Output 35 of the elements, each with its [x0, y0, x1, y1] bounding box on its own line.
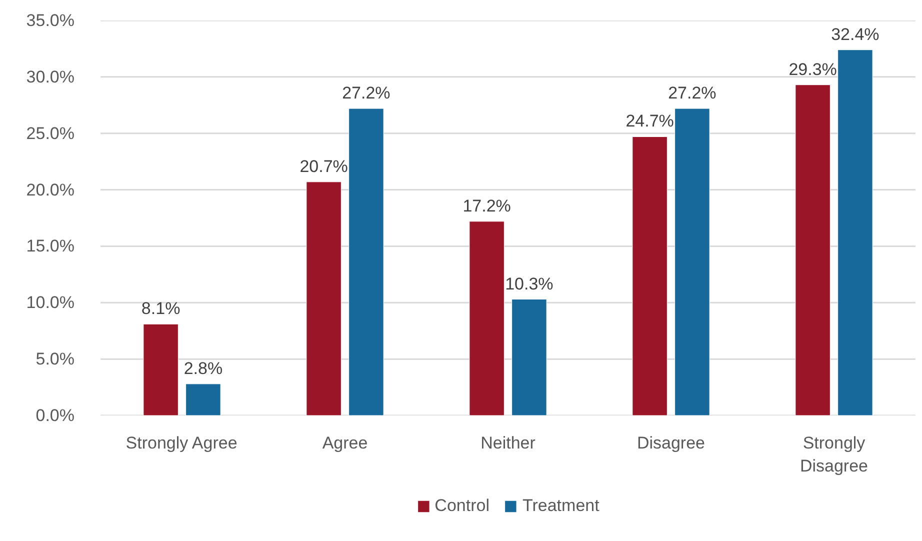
y-tick-label: 0.0%: [36, 406, 74, 425]
x-tick-label: Agree: [322, 434, 368, 452]
bar: [186, 384, 221, 416]
legend-label: Treatment: [522, 496, 600, 516]
bar: [469, 221, 504, 416]
legend-label: Control: [434, 496, 490, 516]
bar: [674, 108, 710, 416]
bar: [632, 136, 668, 416]
x-tick-label: Disagree: [636, 434, 706, 452]
y-tick-label: 35.0%: [26, 11, 74, 30]
data-label: 29.3%: [788, 60, 837, 79]
data-label: 32.4%: [831, 24, 880, 44]
y-tick-label: 15.0%: [26, 236, 74, 256]
bar: [306, 182, 342, 416]
data-label: 27.2%: [668, 84, 716, 103]
data-label: 24.7%: [626, 112, 674, 131]
y-tick-label: 30.0%: [26, 67, 74, 86]
y-tick-label: 20.0%: [26, 180, 74, 200]
data-label: 20.7%: [300, 156, 348, 176]
data-label: 2.8%: [184, 358, 223, 378]
bar: [143, 324, 178, 416]
bar: [512, 299, 547, 416]
y-tick-label: 5.0%: [36, 350, 74, 369]
data-label: 17.2%: [462, 196, 511, 216]
x-tick-label: Strongly Agree: [126, 434, 238, 452]
x-tick-label: Strongly Disagree: [800, 434, 868, 476]
data-label: 10.3%: [505, 274, 554, 294]
x-tick-label: Neither: [480, 434, 536, 452]
data-label: 27.2%: [342, 84, 390, 103]
bar: [838, 50, 873, 416]
bar: [795, 84, 830, 416]
data-label: 8.1%: [141, 299, 180, 318]
y-tick-label: 10.0%: [26, 293, 74, 312]
y-tick-label: 25.0%: [26, 124, 74, 143]
bar: [348, 108, 384, 416]
